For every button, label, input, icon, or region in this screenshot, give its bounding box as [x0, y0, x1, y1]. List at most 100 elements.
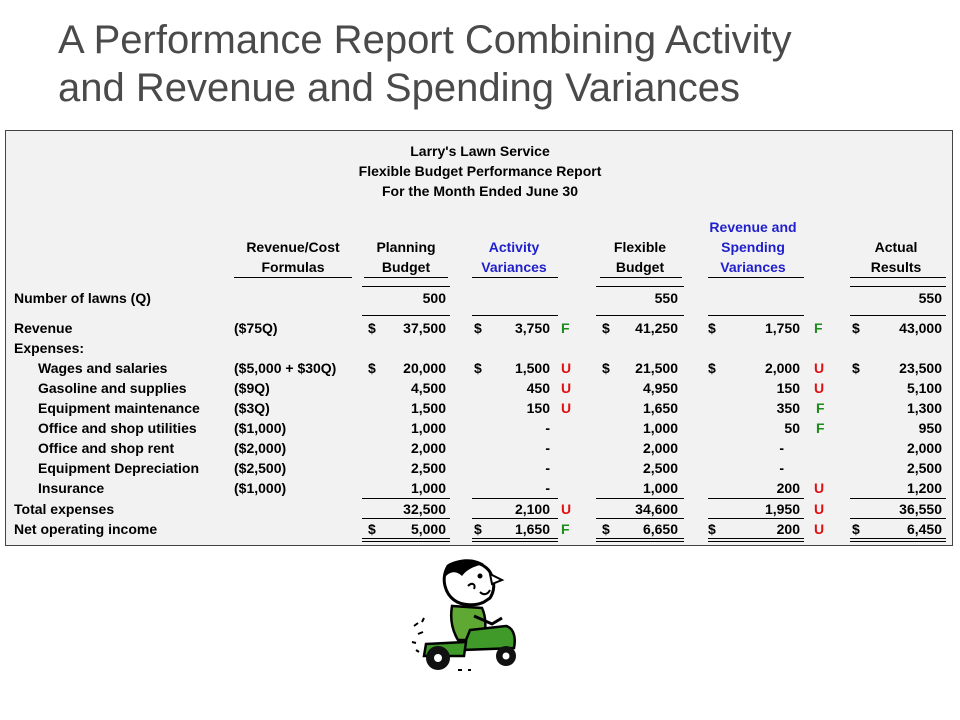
noi-activity: 1,650 — [514, 521, 550, 537]
man-on-riding-mower-icon — [410, 556, 520, 674]
expense-revspend: 150 — [776, 380, 800, 396]
header-formulas-2: Formulas — [261, 259, 325, 275]
expense-label: Wages and salaries — [38, 360, 168, 376]
expense-activity: - — [545, 420, 550, 436]
row-label-net-operating-income: Net operating income — [14, 521, 158, 537]
subtotal-rule — [362, 518, 450, 519]
noi-flexible: 6,650 — [642, 521, 678, 537]
expense-label: Equipment maintenance — [38, 400, 200, 416]
cell-top-border — [708, 315, 804, 316]
revenue-activity-flag: F — [561, 320, 570, 336]
expense-formula: ($5,000 + $30Q) — [234, 360, 337, 376]
expense-activity: - — [545, 480, 550, 496]
dollar-sign: $ — [852, 320, 860, 336]
revenue-formula: ($75Q) — [234, 320, 278, 336]
expense-actual: 2,500 — [906, 460, 942, 476]
double-rule — [850, 538, 946, 539]
slide-title-line2: and Revenue and Spending Variances — [58, 66, 740, 110]
cell-top-border — [472, 315, 558, 316]
subtotal-rule — [362, 498, 450, 499]
header-underline — [850, 277, 946, 278]
subtotal-rule — [850, 498, 946, 499]
noi-activity-flag: F — [561, 521, 570, 537]
total-actual: 36,550 — [899, 501, 942, 517]
dollar-sign: $ — [474, 360, 482, 376]
expense-planning: 1,000 — [410, 420, 446, 436]
header-planning-1: Planning — [376, 239, 436, 255]
header-underline — [708, 277, 804, 278]
revenue-revspend-flag: F — [814, 320, 823, 336]
subtotal-rule — [708, 498, 804, 499]
expense-label: Office and shop rent — [38, 440, 175, 456]
expense-revspend: - — [779, 440, 784, 456]
subtotal-rule — [850, 518, 946, 519]
expense-label: Gasoline and supplies — [38, 380, 187, 396]
revenue-activity: 3,750 — [514, 320, 550, 336]
expense-planning: 4,500 — [410, 380, 446, 396]
expense-revspend: 2,000 — [764, 360, 800, 376]
expense-formula: ($2,500) — [234, 460, 287, 476]
noi-planning: 5,000 — [410, 521, 446, 537]
expense-revspend-flag: U — [814, 360, 825, 376]
noi-revspend-flag: U — [814, 521, 825, 537]
report-name: Flexible Budget Performance Report — [358, 163, 602, 179]
double-rule — [850, 541, 946, 542]
cell-top-border — [362, 286, 450, 287]
header-formulas-1: Revenue/Cost — [246, 239, 340, 255]
revenue-flexible: 41,250 — [635, 320, 678, 336]
double-rule — [362, 541, 450, 542]
cell-top-border — [596, 315, 684, 316]
cell-top-border — [850, 286, 946, 287]
double-rule — [472, 538, 558, 539]
slide-title-line1: A Performance Report Combining Activity — [58, 18, 792, 62]
revenue-planning: 37,500 — [403, 320, 446, 336]
expense-planning: 2,500 — [410, 460, 446, 476]
expense-revspend: 350 — [776, 400, 800, 416]
revenue-actual: 43,000 — [899, 320, 942, 336]
double-rule — [472, 541, 558, 542]
header-actual-2: Results — [870, 259, 922, 275]
slide-title: A Performance Report Combining Activity … — [58, 16, 938, 112]
double-rule — [596, 538, 684, 539]
dollar-sign: $ — [368, 521, 376, 537]
expense-label: Equipment Depreciation — [38, 460, 200, 476]
row-label-total-expenses: Total expenses — [14, 501, 115, 517]
expense-actual: 2,000 — [906, 440, 942, 456]
expense-formula: ($2,000) — [234, 440, 287, 456]
subtotal-rule — [596, 498, 684, 499]
header-underline — [472, 277, 558, 278]
header-activity-2: Variances — [481, 259, 547, 275]
dollar-sign: $ — [368, 320, 376, 336]
total-activity-flag: U — [561, 501, 572, 517]
subtotal-rule — [472, 498, 558, 499]
row-label-revenue: Revenue — [14, 320, 73, 336]
expense-formula: ($1,000) — [234, 480, 287, 496]
performance-report-table: Larry's Lawn Service Flexible Budget Per… — [5, 130, 953, 546]
double-rule — [708, 541, 804, 542]
double-rule — [596, 541, 684, 542]
expense-flexible: 1,650 — [642, 400, 678, 416]
subtotal-rule — [596, 518, 684, 519]
header-actual-1: Actual — [874, 239, 918, 255]
dollar-sign: $ — [708, 320, 716, 336]
expense-revspend: 200 — [776, 480, 800, 496]
expense-flexible: 1,000 — [642, 420, 678, 436]
expense-planning: 1,000 — [410, 480, 446, 496]
expense-activity: 1,500 — [514, 360, 550, 376]
company-name: Larry's Lawn Service — [410, 143, 550, 159]
header-underline — [234, 277, 352, 278]
expense-planning: 1,500 — [410, 400, 446, 416]
total-planning: 32,500 — [403, 501, 446, 517]
expense-actual: 1,200 — [906, 480, 942, 496]
expense-revspend-flag: F — [816, 400, 825, 416]
header-flexible-1: Flexible — [613, 239, 667, 255]
expense-actual: 1,300 — [906, 400, 942, 416]
expense-flexible: 21,500 — [635, 360, 678, 376]
dollar-sign: $ — [474, 521, 482, 537]
header-underline — [600, 277, 682, 278]
expense-flexible: 4,950 — [642, 380, 678, 396]
expense-flexible: 2,500 — [642, 460, 678, 476]
expense-formula: ($3Q) — [234, 400, 270, 416]
header-activity-1: Activity — [488, 239, 540, 255]
header-planning-2: Budget — [381, 259, 431, 275]
